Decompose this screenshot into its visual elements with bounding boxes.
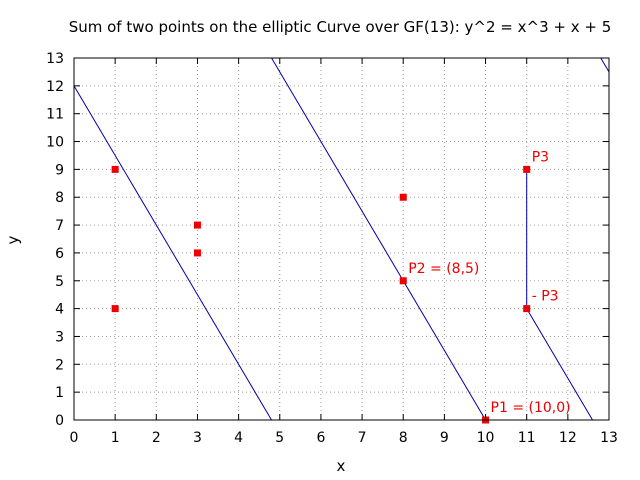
x-axis-ticks: 0 1 2 3 4 5 6 7 8 9 10 11 12 13 <box>70 58 618 446</box>
line-segment <box>73 85 272 421</box>
x-tick-label: 5 <box>275 430 284 446</box>
x-tick-label: 2 <box>152 430 161 446</box>
curve-point <box>111 305 119 313</box>
x-tick-label: 7 <box>358 430 367 446</box>
line-segment <box>526 308 593 421</box>
y-tick-label: 3 <box>55 329 64 345</box>
y-tick-label: 9 <box>55 162 64 178</box>
grid <box>74 58 609 420</box>
curve-point <box>193 221 201 229</box>
y-tick-label: 12 <box>46 79 64 95</box>
point-annotation: P3 <box>532 149 549 165</box>
y-tick-label: 4 <box>55 302 64 318</box>
x-tick-label: 9 <box>440 430 449 446</box>
x-tick-label: 1 <box>111 430 120 446</box>
y-tick-label: 8 <box>55 190 64 206</box>
y-tick-label: 6 <box>55 246 64 262</box>
y-tick-label: 2 <box>55 357 64 373</box>
y-tick-label: 5 <box>55 274 64 290</box>
point-annotation: - P3 <box>532 289 559 305</box>
point-annotations: P1 = (10,0) P2 = (8,5) P3 - P3 <box>408 149 570 416</box>
x-axis-label: x <box>337 457 346 475</box>
point-annotation: P1 = (10,0) <box>491 400 571 416</box>
y-tick-label: 13 <box>46 51 64 67</box>
y-tick-label: 7 <box>55 218 64 234</box>
plot-frame <box>73 57 610 421</box>
line-segment <box>271 57 486 421</box>
point-annotation: P2 = (8,5) <box>408 261 479 277</box>
x-tick-label: 4 <box>234 430 243 446</box>
x-tick-label: 12 <box>559 430 577 446</box>
plot-lines <box>73 57 610 421</box>
curve-point <box>111 165 119 173</box>
x-tick-label: 8 <box>399 430 408 446</box>
y-tick-label: 0 <box>55 413 64 429</box>
x-tick-label: 10 <box>477 430 495 446</box>
chart-title: Sum of two points on the elliptic Curve … <box>69 18 612 36</box>
line-segment <box>600 57 610 73</box>
curve-point <box>193 249 201 257</box>
curve-point <box>399 193 407 201</box>
y-tick-label: 11 <box>46 107 64 123</box>
x-tick-label: 11 <box>518 430 536 446</box>
x-tick-label: 6 <box>316 430 325 446</box>
y-tick-label: 1 <box>55 385 64 401</box>
curve-point <box>523 165 531 173</box>
y-axis-label: y <box>4 235 22 244</box>
x-tick-label: 13 <box>600 430 618 446</box>
x-tick-label: 0 <box>70 430 79 446</box>
y-tick-label: 10 <box>46 135 64 151</box>
curve-point <box>523 305 531 313</box>
x-tick-label: 3 <box>193 430 202 446</box>
curve-point <box>399 277 407 285</box>
